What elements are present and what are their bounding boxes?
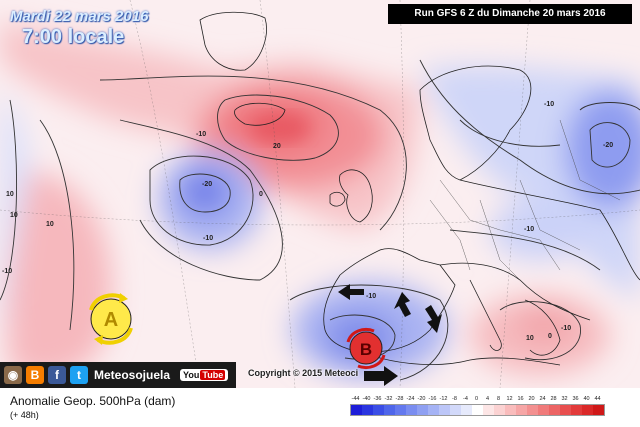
legend-swatch xyxy=(417,405,428,415)
legend-tick: 28 xyxy=(550,396,557,402)
contour-label: -10 xyxy=(561,325,571,332)
legend-swatch xyxy=(516,405,527,415)
legend-swatch xyxy=(406,405,417,415)
wind-arrows xyxy=(338,284,442,386)
legend-tick: -4 xyxy=(463,396,468,402)
brand-name: Meteosojuela xyxy=(94,368,171,382)
youtube-you: You xyxy=(183,370,200,380)
legend-tick: -20 xyxy=(417,396,426,402)
legend-swatch xyxy=(549,405,560,415)
contour-label: -20 xyxy=(202,181,212,188)
twitter-icon[interactable]: t xyxy=(70,366,88,384)
legend-tick: -36 xyxy=(373,396,382,402)
legend-tick: 0 xyxy=(474,396,479,402)
legend-swatch xyxy=(373,405,384,415)
legend-swatch xyxy=(494,405,505,415)
legend-colorbar xyxy=(350,404,605,416)
contour-label: 10 xyxy=(10,212,18,219)
legend-ticks: -44 -40 -36 -32 -28 -24 -20 -16 -12 -8 -4 0 4 8 12 16 20… xyxy=(350,395,603,403)
contour-label: -10 xyxy=(544,101,554,108)
facebook-icon[interactable]: f xyxy=(48,366,66,384)
footer: Anomalie Geop. 500hPa (dam) (+ 48h) -44-… xyxy=(0,388,640,427)
legend-tick: 24 xyxy=(539,396,546,402)
legend-tick: 4 xyxy=(485,396,490,402)
contour-label: -10 xyxy=(196,131,206,138)
legend-swatch xyxy=(351,405,362,415)
legend-tick: 20 xyxy=(528,396,535,402)
forecast-time: 7:00 locale xyxy=(22,26,125,48)
legend-swatch xyxy=(395,405,406,415)
legend-swatch xyxy=(461,405,472,415)
legend-swatch xyxy=(384,405,395,415)
legend-swatch xyxy=(362,405,373,415)
legend-tick: 12 xyxy=(506,396,513,402)
legend-swatch xyxy=(582,405,593,415)
legend-swatch xyxy=(571,405,582,415)
instagram-icon[interactable]: ◉ xyxy=(4,366,22,384)
contour-label: -10 xyxy=(203,235,213,242)
contour-label: 20 xyxy=(273,143,281,150)
legend-tick: 40 xyxy=(583,396,590,402)
contour-label: -10 xyxy=(366,293,376,300)
legend-swatch xyxy=(527,405,538,415)
legend-swatch xyxy=(450,405,461,415)
legend-swatch xyxy=(472,405,483,415)
youtube-icon[interactable]: You Tube xyxy=(180,369,229,381)
contour-label: 0 xyxy=(548,333,552,340)
legend-tick: 8 xyxy=(496,396,501,402)
legend-tick: 32 xyxy=(561,396,568,402)
contour-label: 10 xyxy=(46,221,54,228)
legend-tick: -32 xyxy=(384,396,393,402)
legend-swatch xyxy=(483,405,494,415)
forecast-date: Mardi 22 mars 2016 xyxy=(10,8,149,25)
forecast-lead: (+ 48h) xyxy=(10,410,39,420)
model-run-label: Run GFS 6 Z du Dimanche 20 mars 2016 xyxy=(388,4,632,24)
contour-label: 10 xyxy=(6,191,14,198)
legend-swatch xyxy=(560,405,571,415)
legend-tick: -12 xyxy=(439,396,448,402)
blogger-icon[interactable]: B xyxy=(26,366,44,384)
legend-tick: -44 xyxy=(351,396,360,402)
legend-swatch xyxy=(439,405,450,415)
legend-tick: 44 xyxy=(594,396,601,402)
legend-tick: -40 xyxy=(362,396,371,402)
map-title: Anomalie Geop. 500hPa (dam) xyxy=(10,394,176,408)
legend-tick: -16 xyxy=(428,396,437,402)
legend-tick: -8 xyxy=(452,396,457,402)
youtube-tube: Tube xyxy=(200,370,226,380)
high-pressure-letter: A xyxy=(104,309,118,331)
legend-tick: 36 xyxy=(572,396,579,402)
low-pressure-letter: B xyxy=(360,340,372,359)
contour-label: -10 xyxy=(524,226,534,233)
legend-tick: -24 xyxy=(406,396,415,402)
contour-label: 0 xyxy=(259,191,263,198)
legend-swatch xyxy=(505,405,516,415)
legend-tick: -28 xyxy=(395,396,404,402)
contour-label: 10 xyxy=(526,335,534,342)
copyright-text: Copyright © 2015 Meteoci xyxy=(248,368,359,378)
legend-swatch xyxy=(538,405,549,415)
contour-label: -10 xyxy=(2,268,12,275)
anomaly-map: 20 -10 -20 0 -10 10 -10 10 -10 -20 -10 -… xyxy=(0,0,640,388)
legend-swatch xyxy=(428,405,439,415)
legend-swatch xyxy=(593,405,604,415)
social-bar: ◉ B f t Meteosojuela You Tube xyxy=(0,362,236,388)
low-pressure-symbol: B xyxy=(346,327,386,370)
contour-label: -20 xyxy=(603,142,613,149)
legend-tick: 16 xyxy=(517,396,524,402)
high-pressure-symbol: A xyxy=(89,293,133,345)
